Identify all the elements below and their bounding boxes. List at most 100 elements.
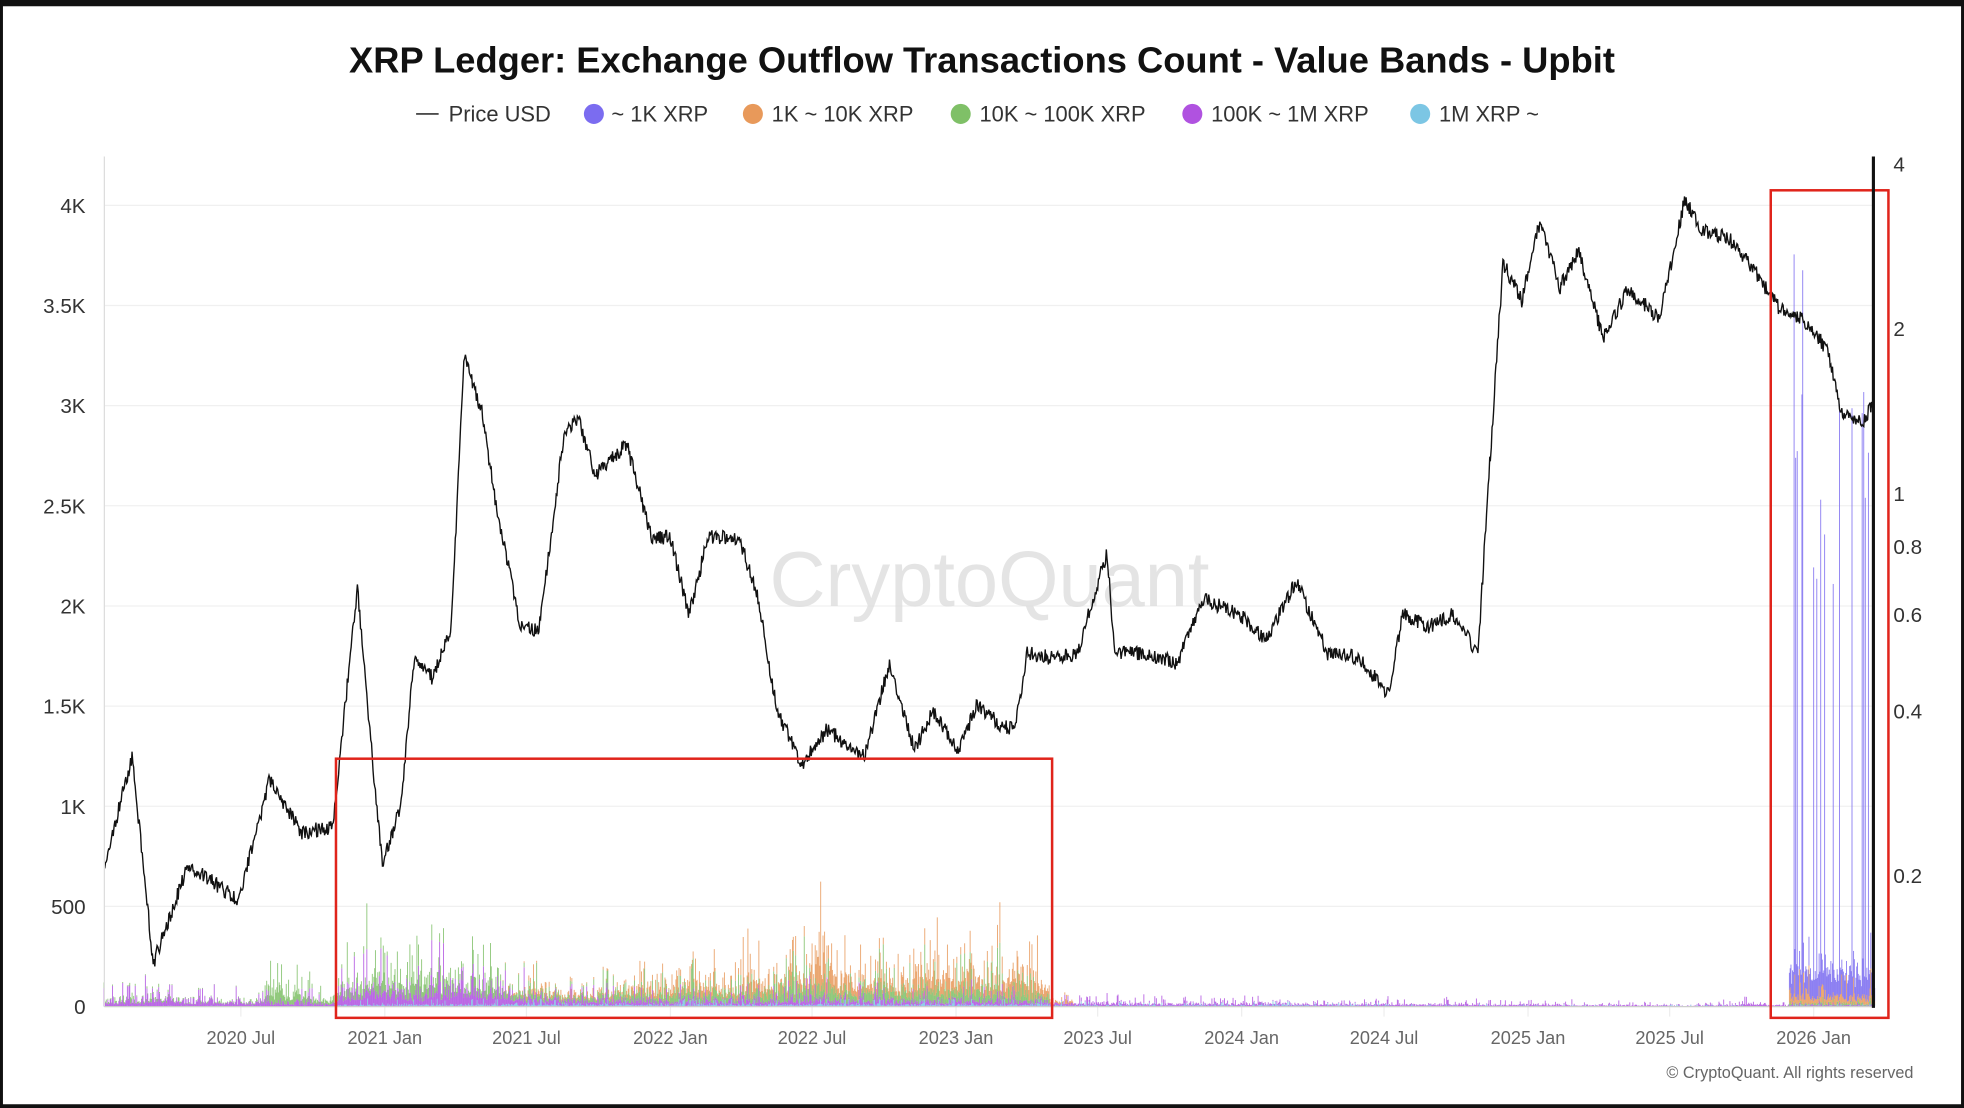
bar-100k-1m-xrp: [914, 999, 916, 1005]
bar-100k-1m-xrp: [1229, 1005, 1231, 1007]
bar-10k-100k-xrp: [558, 996, 560, 1002]
bar-10k-100k-xrp: [159, 992, 160, 994]
bar-10k-100k-xrp: [147, 993, 149, 995]
bar-1k-10k-xrp: [1033, 981, 1035, 1002]
bar-1m-xrp: [791, 1004, 793, 1007]
bar-100k-1m-xrp: [695, 1000, 696, 1006]
bar-10k-100k-xrp: [532, 991, 534, 1002]
bar-10k-100k-xrp: [739, 990, 741, 993]
bar-100k-1m-xrp: [1062, 1004, 1063, 1007]
bar-100k-1m-xrp: [935, 1002, 937, 1004]
bar-10k-100k-xrp: [1007, 998, 1009, 1004]
bar-1k-10k-xrp: [867, 985, 869, 990]
bar-10k-100k-xrp: [952, 991, 954, 1001]
bar-100k-1m-xrp: [728, 998, 730, 1004]
bar-100k-1m-xrp: [561, 999, 563, 1003]
bar-1k-10k-xrp: [928, 969, 930, 992]
bar-1m-xrp: [552, 1004, 554, 1007]
bar-100k-1m-xrp: [162, 1003, 164, 1007]
bar-10k-100k-xrp: [691, 963, 693, 1000]
bar-1m-xrp: [673, 1004, 675, 1007]
bar-10k-100k-xrp: [767, 989, 769, 1002]
bar-1m-xrp: [1013, 1004, 1015, 1007]
bar-1m-xrp: [588, 1005, 590, 1007]
bar-10k-100k-xrp: [487, 980, 489, 996]
bar-100k-1m-xrp: [1180, 1004, 1182, 1007]
bar-100k-1m-xrp: [220, 1003, 221, 1007]
bar-10k-100k-xrp: [230, 1001, 232, 1002]
bar-1k-10k-xrp: [819, 965, 821, 995]
bar-10k-100k-xrp: [871, 990, 873, 1004]
bar-100k-1m-xrp: [710, 1003, 712, 1005]
bar-10k-100k-xrp: [470, 975, 472, 995]
bar-1k-10k-xrp: [903, 966, 905, 984]
bar-10k-100k-xrp: [528, 980, 530, 994]
bar-10k-100k-xrp: [878, 948, 880, 997]
bar-10k-100k-xrp: [898, 994, 900, 1004]
bar-100k-1m-xrp: [674, 1003, 676, 1006]
bar-1m-xrp: [502, 1003, 504, 1007]
bar-100k-1m-xrp: [178, 1001, 180, 1007]
bar-100k-1m-xrp: [301, 988, 303, 1007]
bar-100k-1m-xrp: [1028, 1003, 1030, 1006]
bar-100k-1m-xrp: [849, 1002, 851, 1006]
bar-100k-1m-xrp: [895, 1001, 897, 1006]
bar-10k-100k-xrp: [642, 997, 644, 1002]
bar-1m-xrp: [626, 1004, 628, 1007]
legend-label: 10K ~ 100K XRP: [979, 101, 1145, 126]
bar-10k-100k-xrp: [990, 997, 991, 1003]
bar-10k-100k-xrp: [1015, 994, 1016, 1000]
bar-100k-1m-xrp: [648, 1004, 650, 1006]
bar-10k-100k-xrp: [1015, 991, 1017, 1003]
bar-10k-100k-xrp: [855, 995, 857, 1002]
bar-100k-1m-xrp: [211, 998, 213, 1006]
bar-1m-xrp: [732, 1005, 734, 1007]
bar-100k-1m-xrp: [882, 999, 883, 1006]
bar-10k-100k-xrp: [399, 982, 401, 994]
bar-1k-10k-xrp: [540, 983, 542, 988]
bar-100k-1m-xrp: [1005, 1004, 1007, 1006]
bar-1k-10k-xrp: [727, 994, 729, 998]
bar-10k-100k-xrp: [893, 967, 895, 1004]
bar-1m-xrp: [1214, 1002, 1216, 1007]
bar-100k-1m-xrp: [990, 990, 992, 1006]
bar-10k-100k-xrp: [601, 994, 603, 998]
bar-100k-1m-xrp: [553, 998, 555, 1005]
bar-10k-100k-xrp: [392, 980, 394, 985]
bar-100k-1m-xrp: [393, 991, 395, 1006]
bar-100k-1m-xrp: [987, 1000, 989, 1004]
bar-10k-100k-xrp: [756, 987, 757, 1003]
bar-100k-1m-xrp: [1078, 1003, 1080, 1006]
bar-100k-1m-xrp: [501, 992, 503, 1006]
bar-10k-100k-xrp: [580, 994, 582, 1004]
bar-10k-100k-xrp: [473, 976, 475, 996]
bar-100k-1m-xrp: [343, 987, 345, 1005]
bar-1k-10k-xrp: [954, 967, 956, 989]
bar-10k-100k-xrp: [244, 1003, 246, 1004]
bar-1m-xrp: [1218, 1004, 1220, 1007]
bar-100k-1m-xrp: [798, 1003, 800, 1006]
bar-100k-1m-xrp: [298, 1001, 300, 1007]
bar-100k-1m-xrp: [150, 1002, 152, 1007]
bar-100k-1m-xrp: [732, 1003, 734, 1006]
bar-10k-100k-xrp: [905, 989, 907, 1003]
bar-100k-1m-xrp: [423, 1000, 425, 1006]
bar-1m-xrp: [478, 1003, 480, 1007]
bar-1m-xrp: [874, 999, 876, 1007]
bar-100k-1m-xrp: [1045, 999, 1047, 1004]
bar-10k-100k-xrp: [1040, 993, 1042, 997]
bar-10k-100k-xrp: [512, 995, 514, 1002]
bar-1m-xrp: [1222, 1002, 1224, 1007]
bar-10k-100k-xrp: [138, 1001, 140, 1003]
bar-100k-1m-xrp: [746, 999, 748, 1005]
bar-10k-100k-xrp: [545, 987, 547, 994]
bar-100k-1m-xrp: [981, 1003, 983, 1005]
bar-100k-1m-xrp: [731, 992, 732, 1000]
bar-10k-100k-xrp: [424, 976, 426, 996]
bar-1m-xrp: [694, 1003, 696, 1007]
bar-1m-xrp: [845, 999, 847, 1007]
bar-10k-100k-xrp: [942, 994, 944, 1004]
bar-10k-100k-xrp: [964, 953, 966, 1004]
bar-10k-100k-xrp: [525, 994, 527, 1002]
bar-100k-1m-xrp: [824, 992, 826, 1003]
